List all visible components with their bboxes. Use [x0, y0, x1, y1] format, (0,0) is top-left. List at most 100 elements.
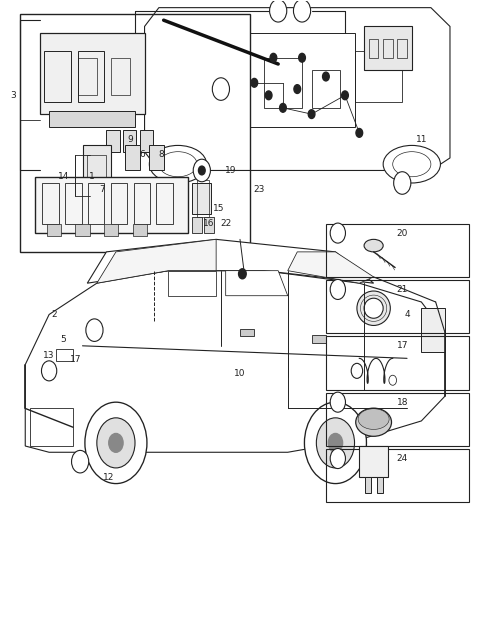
Text: 16: 16 [203, 219, 215, 228]
Circle shape [304, 402, 366, 484]
Bar [197, 180, 209, 218]
Bar [192, 183, 211, 214]
Circle shape [394, 172, 411, 194]
Circle shape [293, 0, 311, 22]
Circle shape [199, 166, 205, 175]
Text: c: c [336, 398, 340, 407]
Text: a: a [78, 457, 83, 466]
Text: 3: 3 [11, 91, 16, 100]
Ellipse shape [364, 240, 383, 252]
Text: a: a [218, 84, 223, 94]
Text: 13: 13 [43, 351, 55, 360]
Bar [65, 183, 82, 224]
Bar [30, 408, 73, 446]
Circle shape [316, 418, 355, 468]
Bar [312, 70, 340, 108]
Bar [326, 392, 469, 446]
Ellipse shape [356, 408, 392, 437]
Bar [312, 335, 326, 343]
Polygon shape [87, 240, 373, 283]
Bar [250, 33, 355, 126]
Circle shape [193, 159, 210, 182]
Bar [47, 224, 61, 237]
Circle shape [308, 109, 315, 118]
Bar [204, 218, 214, 233]
Circle shape [299, 53, 305, 62]
Bar [326, 280, 469, 333]
Text: 8: 8 [158, 150, 164, 159]
Circle shape [85, 402, 147, 484]
Bar [111, 183, 127, 224]
Text: 2: 2 [51, 310, 57, 319]
Ellipse shape [364, 298, 383, 318]
Polygon shape [168, 270, 216, 296]
Bar [44, 52, 71, 102]
Text: 19: 19 [225, 166, 236, 175]
Circle shape [330, 392, 346, 412]
Bar [125, 145, 140, 170]
Circle shape [330, 279, 346, 299]
Bar [87, 155, 107, 180]
Bar [377, 477, 383, 493]
Bar [42, 183, 59, 224]
Text: 9: 9 [127, 135, 133, 143]
Bar [355, 52, 402, 102]
Circle shape [251, 79, 258, 87]
Circle shape [294, 85, 300, 94]
Circle shape [109, 433, 123, 452]
Text: a: a [400, 179, 405, 187]
Circle shape [86, 319, 103, 342]
Circle shape [212, 78, 229, 101]
Bar [123, 130, 136, 152]
Bar [326, 449, 469, 503]
Bar [365, 477, 371, 493]
Text: a: a [336, 228, 340, 238]
Circle shape [342, 91, 348, 100]
Circle shape [265, 91, 272, 100]
Bar [56, 349, 73, 362]
Bar [132, 224, 147, 237]
Bar [78, 52, 104, 102]
Bar [360, 446, 388, 477]
Bar [78, 58, 97, 96]
Circle shape [330, 448, 346, 469]
Bar [192, 218, 202, 233]
Text: 10: 10 [234, 369, 246, 379]
Circle shape [239, 269, 246, 279]
Ellipse shape [149, 145, 206, 183]
Circle shape [270, 0, 287, 22]
Text: d: d [300, 6, 304, 15]
Bar [133, 183, 150, 224]
Circle shape [323, 72, 329, 81]
Ellipse shape [159, 152, 197, 177]
Text: 4: 4 [404, 310, 410, 319]
Circle shape [389, 376, 396, 386]
Bar [21, 14, 250, 252]
Bar [421, 308, 445, 352]
Bar [75, 224, 90, 237]
Text: 12: 12 [103, 473, 114, 482]
Bar [397, 39, 407, 58]
Text: 14: 14 [58, 172, 69, 181]
Bar [369, 39, 378, 58]
Circle shape [356, 128, 363, 137]
Bar [326, 337, 469, 389]
Circle shape [330, 223, 346, 243]
Text: b: b [47, 366, 51, 376]
Text: a: a [92, 326, 97, 335]
Ellipse shape [358, 409, 389, 430]
Ellipse shape [383, 145, 441, 183]
Text: 21: 21 [396, 285, 408, 294]
Text: 17: 17 [396, 342, 408, 350]
Polygon shape [97, 240, 216, 283]
Bar [364, 26, 412, 70]
Ellipse shape [393, 152, 431, 177]
Text: 18: 18 [396, 398, 408, 407]
Bar [83, 145, 111, 183]
Circle shape [97, 418, 135, 468]
Text: 23: 23 [253, 185, 265, 194]
Text: 17: 17 [70, 355, 81, 364]
Text: 5: 5 [60, 335, 66, 344]
Bar [326, 224, 469, 277]
Circle shape [328, 433, 343, 452]
